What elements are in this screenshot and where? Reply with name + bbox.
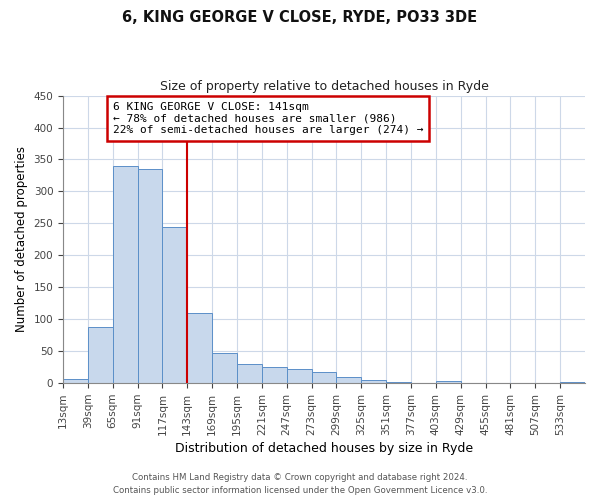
Bar [237, 364, 262, 383]
Bar [361, 380, 386, 383]
Bar [287, 369, 311, 383]
Bar [337, 378, 361, 383]
Y-axis label: Number of detached properties: Number of detached properties [15, 146, 28, 332]
Title: Size of property relative to detached houses in Ryde: Size of property relative to detached ho… [160, 80, 488, 93]
Bar [212, 352, 237, 383]
Bar [436, 382, 461, 383]
Text: 6 KING GEORGE V CLOSE: 141sqm
← 78% of detached houses are smaller (986)
22% of : 6 KING GEORGE V CLOSE: 141sqm ← 78% of d… [113, 102, 423, 135]
Bar [137, 169, 163, 383]
Bar [311, 372, 337, 383]
Bar [560, 382, 585, 383]
X-axis label: Distribution of detached houses by size in Ryde: Distribution of detached houses by size … [175, 442, 473, 455]
Bar [262, 367, 287, 383]
Bar [187, 313, 212, 383]
Bar [485, 382, 511, 383]
Bar [411, 382, 436, 383]
Bar [63, 378, 88, 383]
Text: Contains HM Land Registry data © Crown copyright and database right 2024.
Contai: Contains HM Land Registry data © Crown c… [113, 474, 487, 495]
Bar [386, 382, 411, 383]
Bar [113, 166, 137, 383]
Text: 6, KING GEORGE V CLOSE, RYDE, PO33 3DE: 6, KING GEORGE V CLOSE, RYDE, PO33 3DE [122, 10, 478, 25]
Bar [163, 226, 187, 383]
Bar [88, 327, 113, 383]
